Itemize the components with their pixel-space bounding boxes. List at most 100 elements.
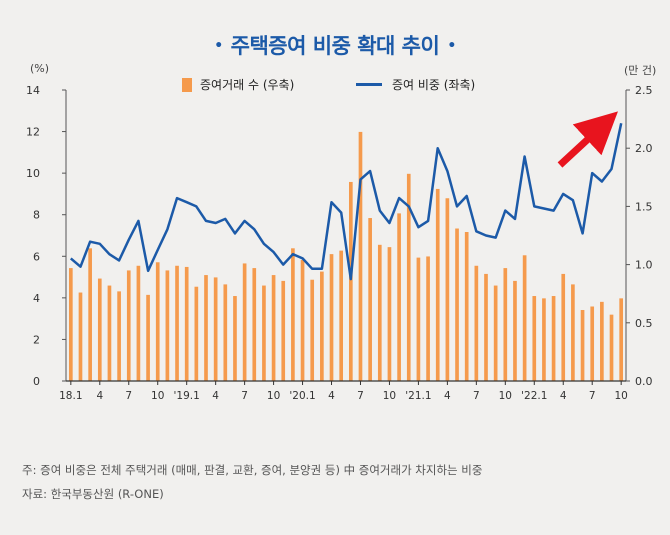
x-tick-label: 7	[357, 390, 364, 402]
bar	[262, 285, 266, 381]
footnote: 주: 증여 비중은 전체 주택거래 (매매, 판결, 교환, 증여, 분양권 등…	[22, 463, 483, 477]
x-tick-label: 10	[383, 390, 396, 402]
right-tick-label: 2.5	[635, 84, 653, 97]
bar	[590, 306, 595, 381]
bar	[609, 314, 614, 381]
bar	[88, 248, 92, 381]
x-tick-label: 10	[267, 390, 280, 402]
bar	[387, 247, 392, 381]
bar	[320, 271, 324, 381]
legend-line-swatch	[356, 83, 382, 86]
x-tick-label: 7	[125, 390, 132, 402]
x-tick-label: 7	[473, 390, 480, 402]
bar	[271, 275, 276, 381]
left-tick-label: 4	[33, 292, 40, 305]
bar	[406, 173, 411, 381]
bar	[78, 292, 83, 381]
bar	[194, 286, 199, 381]
bar	[368, 218, 372, 381]
x-tick-label: 4	[444, 390, 451, 402]
bar	[474, 265, 479, 381]
x-tick-label: 10	[151, 390, 164, 402]
x-tick-label: 4	[96, 390, 103, 402]
right-tick-label: 1.0	[635, 259, 653, 272]
bar	[551, 296, 556, 381]
bar	[571, 284, 575, 381]
bar	[493, 285, 498, 381]
x-tick-label: '19.1	[174, 390, 200, 402]
bar	[213, 277, 218, 381]
x-tick-label: 4	[560, 390, 567, 402]
bar	[484, 273, 488, 381]
bar	[281, 280, 286, 381]
bar	[435, 188, 440, 381]
bar	[358, 131, 363, 381]
bar	[175, 265, 179, 381]
bar	[223, 284, 228, 381]
x-tick-label: 18.1	[59, 390, 82, 402]
bar	[117, 291, 121, 381]
bar	[233, 296, 237, 381]
bar	[242, 263, 247, 381]
x-tick-label: 10	[499, 390, 512, 402]
bar	[503, 268, 508, 381]
bar	[97, 278, 102, 381]
bar	[107, 285, 112, 381]
x-tick-label: 7	[589, 390, 596, 402]
bar	[542, 298, 546, 381]
x-tick-label: 10	[614, 390, 627, 402]
bar	[561, 273, 566, 381]
bar	[580, 309, 585, 381]
bar	[600, 301, 604, 381]
x-tick-label: 4	[212, 390, 219, 402]
left-tick-label: 14	[26, 84, 40, 97]
x-tick-label: '20.1	[289, 390, 315, 402]
bar	[329, 254, 334, 381]
x-tick-label: '22.1	[521, 390, 547, 402]
right-tick-label: 0.0	[635, 375, 653, 388]
legend-bar-swatch	[182, 77, 192, 92]
left-tick-label: 10	[26, 167, 40, 180]
bar	[455, 228, 459, 381]
bar	[339, 250, 344, 381]
bar	[146, 294, 150, 381]
bar	[155, 262, 160, 381]
bar	[377, 244, 382, 381]
bar	[532, 296, 537, 381]
bar	[126, 270, 131, 381]
x-tick-label: '21.1	[405, 390, 431, 402]
bar	[252, 268, 257, 381]
bar	[300, 259, 305, 381]
notes: 주: 증여 비중은 전체 주택거래 (매매, 판결, 교환, 증여, 분양권 등…	[22, 458, 482, 506]
left-tick-label: 2	[33, 333, 40, 346]
right-tick-label: 0.5	[635, 317, 653, 330]
bar	[619, 298, 624, 381]
left-axis-unit: (%)	[30, 62, 50, 75]
bar	[464, 232, 469, 381]
right-tick-label: 1.5	[635, 200, 653, 213]
title-text: 주택증여 비중 확대 추이	[230, 34, 440, 58]
bar	[68, 268, 73, 381]
left-tick-label: 0	[33, 375, 40, 388]
trend-arrow	[557, 111, 618, 168]
left-tick-label: 6	[33, 250, 40, 263]
legend-line-label: 증여 비중 (좌축)	[392, 78, 476, 92]
legend-bar-label: 증여거래 수 (우축)	[200, 78, 295, 92]
bar	[426, 256, 430, 381]
bar	[291, 248, 295, 381]
bar	[397, 213, 401, 381]
x-tick-label: 7	[241, 390, 248, 402]
legend-bars: 증여거래 수 (우축)	[182, 76, 294, 93]
bar	[513, 280, 517, 381]
bar	[522, 255, 527, 381]
series-line	[69, 123, 623, 281]
left-tick-label: 8	[33, 209, 40, 222]
left-tick-label: 12	[26, 126, 40, 139]
title-bullet-left: •	[214, 38, 223, 54]
chart-title: • 주택증여 비중 확대 추이 •	[0, 30, 670, 60]
bar	[136, 265, 141, 381]
bar	[165, 270, 170, 381]
bar	[184, 266, 189, 381]
bar	[204, 275, 208, 381]
